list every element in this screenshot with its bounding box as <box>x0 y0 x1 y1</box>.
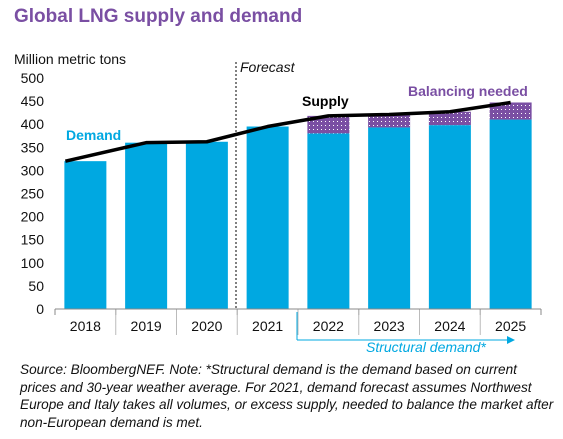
y-axis-ticks: 0 50 100 150 200 250 300 350 400 450 500 <box>21 70 45 317</box>
demand-bar <box>489 119 532 309</box>
forecast-label: Forecast <box>240 59 296 75</box>
demand-bar <box>368 127 411 310</box>
source-note: Source: BloombergNEF. Note: *Structural … <box>20 362 554 430</box>
x-axis-ticks: 2018 2019 2020 2021 2022 2023 2024 2025 <box>54 309 542 335</box>
y-tick-label: 200 <box>21 209 45 225</box>
demand-bar <box>185 141 228 309</box>
y-tick-label: 0 <box>36 301 44 317</box>
y-tick-label: 150 <box>21 232 45 248</box>
demand-bar <box>428 125 471 310</box>
x-tick-label: 2023 <box>374 318 405 334</box>
chart-title: Global LNG supply and demand <box>14 6 303 27</box>
demand-bar <box>125 142 168 309</box>
x-tick-label: 2025 <box>495 318 526 334</box>
balancing-bar <box>307 115 350 134</box>
x-tick-label: 2018 <box>70 318 101 334</box>
x-tick-label: 2022 <box>313 318 344 334</box>
x-tick-label: 2019 <box>131 318 162 334</box>
y-tick-label: 400 <box>21 116 45 132</box>
bars-group <box>64 102 532 310</box>
x-tick-label: 2021 <box>252 318 283 334</box>
demand-bar <box>307 133 350 309</box>
y-tick-label: 100 <box>21 255 45 271</box>
balancing-series-label: Balancing needed <box>408 83 528 99</box>
y-tick-label: 50 <box>28 278 44 294</box>
balancing-bar <box>428 111 471 126</box>
y-tick-label: 500 <box>21 70 45 86</box>
demand-bar <box>246 126 289 309</box>
balancing-bar <box>368 114 411 128</box>
supply-series-label: Supply <box>302 93 349 109</box>
y-tick-label: 300 <box>21 162 45 178</box>
demand-bar <box>64 161 107 309</box>
y-tick-label: 450 <box>21 93 45 109</box>
supply-line <box>64 100 511 163</box>
demand-series-label: Demand <box>66 127 121 143</box>
balancing-bar <box>489 102 532 120</box>
y-axis-label: Million metric tons <box>14 51 126 67</box>
structural-demand-label: Structural demand* <box>366 339 486 355</box>
x-tick-label: 2020 <box>191 318 222 334</box>
y-tick-label: 250 <box>21 186 45 202</box>
y-tick-label: 350 <box>21 139 45 155</box>
x-tick-label: 2024 <box>434 318 465 334</box>
